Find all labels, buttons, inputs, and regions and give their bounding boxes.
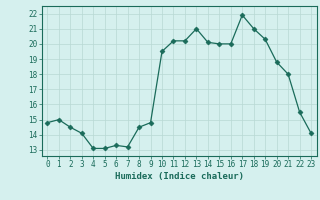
- X-axis label: Humidex (Indice chaleur): Humidex (Indice chaleur): [115, 172, 244, 181]
